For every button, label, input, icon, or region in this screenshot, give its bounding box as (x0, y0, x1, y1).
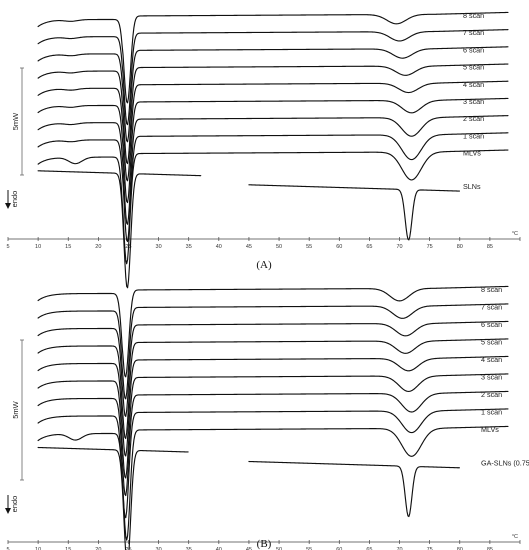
series-label: 5 scan (481, 338, 502, 347)
series-line (37, 149, 509, 265)
series-label: 1 scan (463, 131, 484, 140)
x-axis-unit-label: °C (512, 534, 518, 540)
series-label: MLVs (481, 425, 499, 434)
endo-arrow-icon (5, 203, 11, 209)
x-tick-label: 55 (306, 547, 312, 550)
series-label: 7 scan (481, 303, 502, 312)
series-line (37, 390, 509, 497)
series-line (248, 184, 461, 241)
endo-label: endo (10, 191, 19, 208)
series-line (37, 46, 509, 143)
series-label: 6 scan (481, 320, 502, 329)
x-tick-label: 35 (186, 244, 192, 250)
x-tick-label: 75 (427, 244, 433, 250)
series-label: 3 scan (481, 373, 502, 382)
x-tick-label: 80 (457, 547, 463, 550)
series-label: GA-SLNs (0.75%) (481, 459, 529, 468)
series-label: SLNs (463, 182, 481, 191)
scale-bar-label: 5mW (11, 112, 20, 130)
series-line (37, 373, 509, 479)
series-label: 5 scan (463, 63, 484, 72)
x-tick-label: 15 (65, 244, 71, 250)
series-line (37, 97, 509, 204)
panel-label: (A) (256, 259, 272, 271)
x-tick-label: 55 (306, 244, 312, 250)
series-line (37, 425, 509, 541)
x-tick-label: 30 (156, 547, 162, 550)
x-tick-label: 85 (487, 244, 493, 250)
x-axis-unit-label: °C (512, 231, 518, 237)
series-label: MLVs (463, 149, 481, 158)
series-line (37, 29, 509, 126)
x-tick-label: 85 (487, 547, 493, 550)
series-label: 6 scan (463, 45, 484, 54)
series-line (37, 115, 509, 225)
endo-arrow-icon (5, 508, 11, 514)
x-tick-label: 50 (276, 244, 282, 250)
x-tick-label: 10 (35, 547, 41, 550)
series-label: 7 scan (463, 28, 484, 37)
series-line (37, 132, 509, 243)
panel-b-chart: 5 10 15 20 25 30 35 40 45 50 55 60 65 70 75 80 85 °C 5mW en… (5, 285, 529, 550)
series-line (37, 446, 189, 550)
x-tick-label: 75 (427, 547, 433, 550)
series-label: 4 scan (463, 80, 484, 89)
series-line (37, 338, 509, 440)
x-tick-label: 45 (246, 244, 252, 250)
x-tick-label: 10 (35, 244, 41, 250)
x-tick-label: 30 (156, 244, 162, 250)
x-tick-label: 45 (246, 547, 252, 550)
series-line (37, 63, 509, 165)
x-tick-label: 40 (216, 244, 222, 250)
x-tick-label: 5 (6, 244, 9, 250)
x-tick-label: 20 (95, 244, 101, 250)
x-tick-label: 50 (276, 547, 282, 550)
series-label: 8 scan (481, 285, 502, 294)
x-tick-label: 65 (366, 244, 372, 250)
series-label: 8 scan (463, 11, 484, 20)
x-tick-label: 60 (336, 244, 342, 250)
series-line (248, 460, 461, 518)
x-tick-label: 5 (6, 547, 9, 550)
scale-bar-label: 5mW (11, 400, 20, 418)
series-line (37, 80, 509, 182)
panel-a-chart: 5 10 15 20 25 30 35 40 45 50 55 60 65 70 75 80 85°C5mWen… (5, 11, 521, 289)
series-label: 2 scan (463, 114, 484, 123)
x-tick-label: 80 (457, 244, 463, 250)
series-label: 4 scan (481, 355, 502, 364)
series-line (37, 285, 509, 378)
x-tick-label: 60 (336, 547, 342, 550)
series-line (37, 355, 509, 457)
x-tick-label: 65 (366, 547, 372, 550)
series-line (37, 170, 202, 289)
series-line (37, 408, 509, 519)
series-label: 2 scan (481, 390, 502, 399)
x-tick-label: 40 (216, 547, 222, 550)
x-tick-label: 70 (396, 244, 402, 250)
series-line (37, 11, 509, 104)
series-label: 1 scan (481, 408, 502, 417)
series-line (37, 320, 509, 417)
x-tick-label: 20 (95, 547, 101, 550)
x-tick-label: 25 (125, 547, 131, 550)
panel-label: (B) (257, 538, 272, 550)
series-label: 3 scan (463, 97, 484, 106)
x-tick-label: 15 (65, 547, 71, 550)
endo-label: endo (10, 496, 19, 513)
x-tick-label: 70 (396, 547, 402, 550)
series-line (37, 303, 509, 400)
x-tick-label: 35 (186, 547, 192, 550)
